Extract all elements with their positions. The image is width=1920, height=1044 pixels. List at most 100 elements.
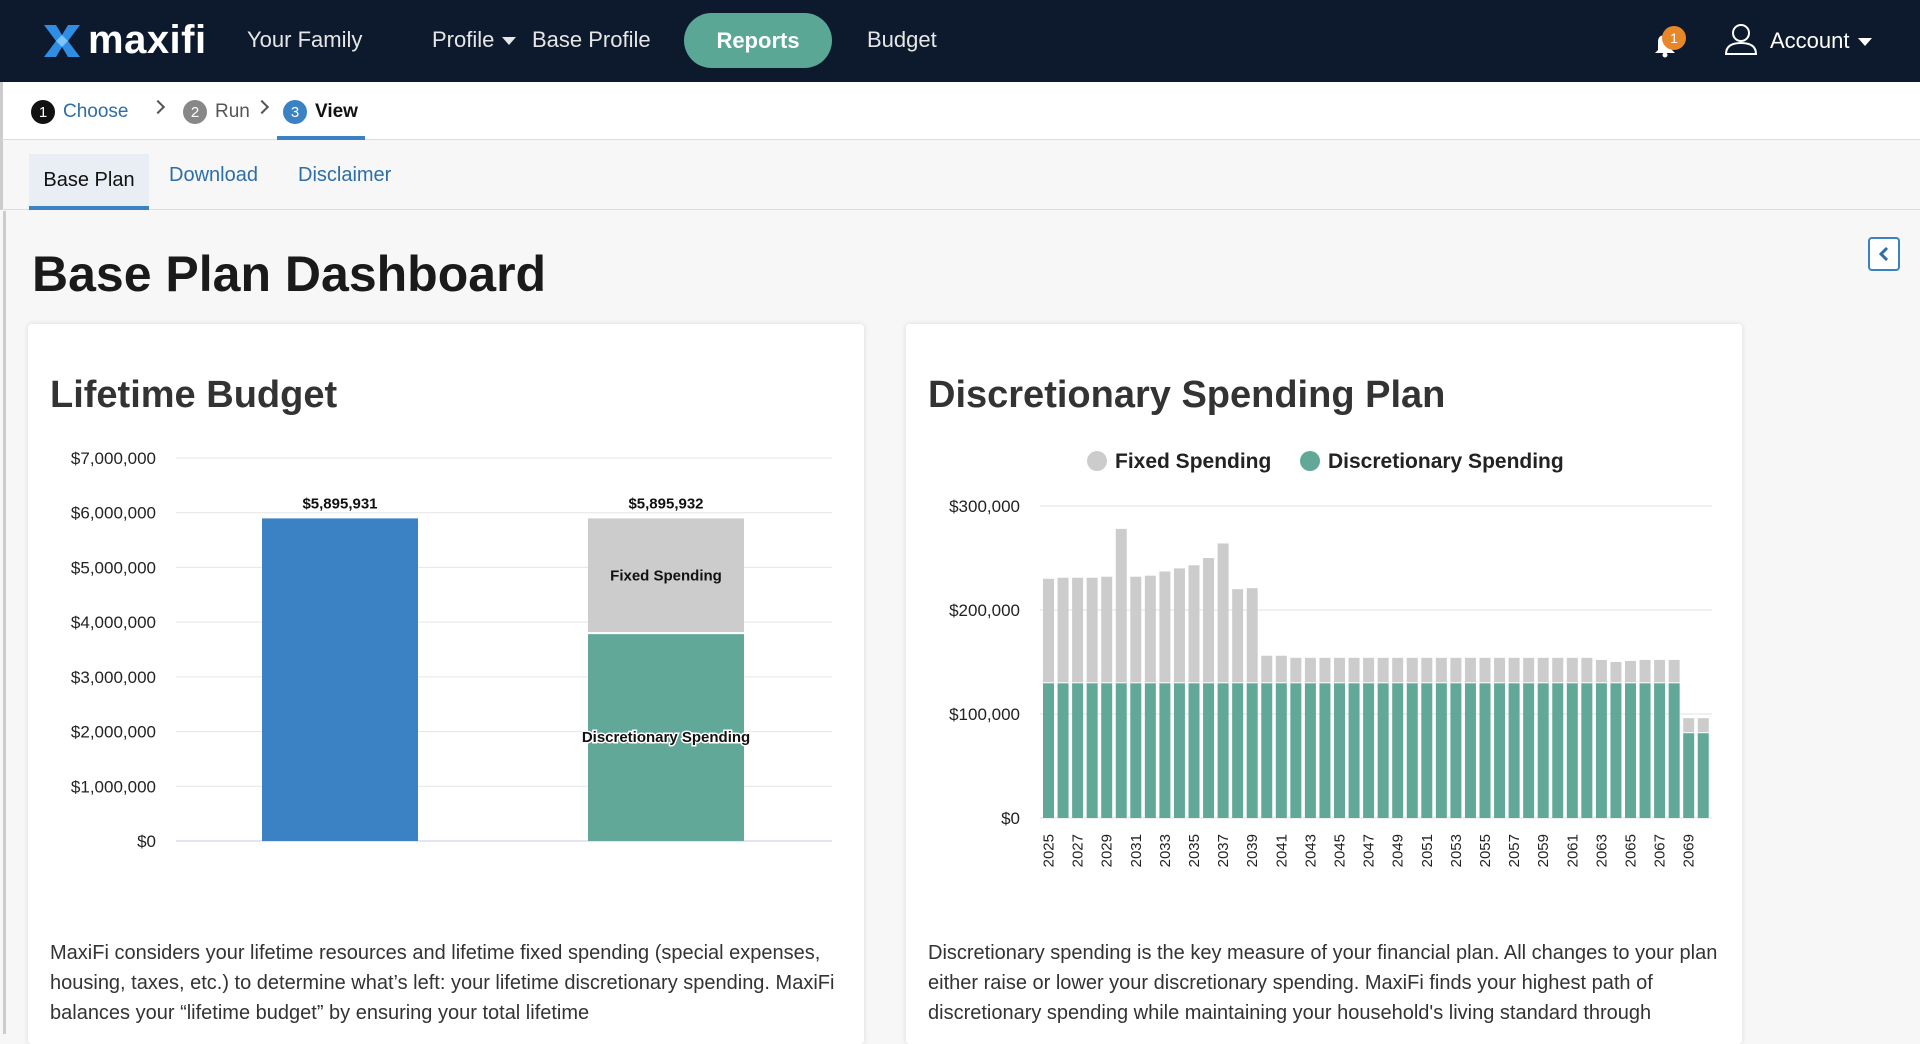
account-label: Account: [1770, 28, 1850, 53]
bar-discretionary-2070: [1697, 732, 1709, 818]
bar-discretionary-2037: [1217, 682, 1229, 818]
bar-discretionary-2058: [1523, 682, 1535, 818]
bar-discretionary-2055: [1479, 682, 1491, 818]
step-number: 1: [31, 100, 55, 124]
step-progress: 1 Choose 2 Run 3 View: [0, 82, 1920, 140]
bar-fixed-2026: [1057, 577, 1069, 683]
bar-discretionary-2034: [1173, 682, 1185, 818]
x-tick-label: 2033: [1157, 834, 1174, 867]
x-tick-label: 2049: [1390, 834, 1407, 867]
legend-label: Discretionary Spending: [1328, 450, 1564, 473]
bar-discretionary-2030: [1115, 682, 1127, 818]
bar-fixed-2069: [1683, 718, 1695, 733]
bar-fixed-2056: [1494, 657, 1506, 683]
bar-discretionary-2025: [1043, 682, 1054, 818]
bar-fixed-2068: [1668, 659, 1680, 683]
dashboard: Base Plan Dashboard Lifetime Budget $0 $1…: [3, 211, 1920, 1044]
discretionary-spending-card: Discretionary Spending Plan Fixed Spendi…: [906, 324, 1742, 1044]
x-tick-label: 2063: [1593, 834, 1610, 867]
step-run[interactable]: 2 Run: [183, 100, 250, 124]
bar-discretionary-2046: [1348, 682, 1360, 818]
account-menu[interactable]: Account: [1770, 28, 1872, 54]
y-tick-label: $7,000,000: [71, 449, 156, 468]
step-number: 2: [183, 100, 207, 124]
step-view[interactable]: 3 View: [283, 100, 358, 124]
bar-discretionary-spending: [588, 633, 744, 841]
bar-fixed-2028: [1086, 577, 1098, 683]
user-icon[interactable]: [1722, 20, 1760, 58]
step-label: Choose: [63, 101, 129, 122]
bar-discretionary-2047: [1363, 682, 1375, 818]
bar-discretionary-2032: [1144, 682, 1156, 818]
x-tick-label: 2035: [1186, 834, 1203, 867]
legend-swatch-discretionary: [1300, 451, 1320, 471]
bar-discretionary-2048: [1377, 682, 1389, 818]
tab-base-plan[interactable]: Base Plan: [29, 154, 149, 210]
bar-fixed-2041: [1275, 655, 1287, 683]
bar-discretionary-2063: [1595, 682, 1607, 818]
bar-discretionary-2059: [1537, 682, 1549, 818]
bar-discretionary-2027: [1072, 682, 1084, 818]
bar-fixed-2067: [1654, 659, 1666, 683]
bar-discretionary-2069: [1683, 732, 1695, 818]
bar-discretionary-2066: [1639, 682, 1651, 818]
nav-budget[interactable]: Budget: [867, 27, 937, 52]
x-tick-label: 2025: [1041, 834, 1058, 867]
bar-discretionary-2039: [1246, 682, 1258, 818]
maxifi-logo[interactable]: maxifi: [42, 18, 207, 63]
legend-swatch-fixed: [1087, 451, 1107, 471]
bar-fixed-2027: [1072, 577, 1084, 683]
x-tick-label: 2027: [1070, 834, 1087, 867]
bar-fixed-2062: [1581, 657, 1593, 683]
x-tick-label: 2067: [1652, 834, 1669, 867]
chevron-down-icon: [1857, 38, 1872, 47]
data-label: $5,895,932: [628, 495, 703, 512]
report-tabs: Base Plan Download Disclaimer: [0, 140, 1920, 210]
segment-label-fixed: Fixed Spending: [610, 568, 722, 585]
bar-discretionary-2036: [1203, 682, 1215, 818]
bar-discretionary-2041: [1275, 682, 1287, 818]
y-tick-label: $2,000,000: [71, 723, 156, 742]
bar-discretionary-2065: [1625, 682, 1636, 818]
bar-fixed-2066: [1639, 659, 1651, 683]
x-tick-label: 2059: [1535, 834, 1552, 867]
x-tick-label: 2039: [1244, 834, 1261, 867]
bar-discretionary-2061: [1566, 682, 1578, 818]
bar-discretionary-2029: [1101, 682, 1113, 818]
y-tick-label: $100,000: [949, 705, 1020, 724]
card-description: Discretionary spending is the key measur…: [928, 942, 1718, 1024]
bar-discretionary-2043: [1304, 682, 1316, 818]
bar-fixed-2060: [1552, 657, 1564, 683]
step-choose[interactable]: 1 Choose: [31, 100, 129, 124]
tab-download[interactable]: Download: [169, 164, 258, 186]
nav-base-profile[interactable]: Base Profile: [532, 27, 651, 52]
nav-profile[interactable]: Profile: [432, 27, 517, 53]
bar-fixed-2044: [1319, 657, 1331, 683]
bar-fixed-2047: [1363, 657, 1375, 683]
bar-lifetime-resources: [262, 518, 418, 841]
bar-fixed-2061: [1566, 657, 1578, 683]
card-title: Lifetime Budget: [50, 374, 338, 416]
bar-discretionary-2051: [1421, 682, 1433, 818]
bar-fixed-2025: [1043, 578, 1054, 683]
x-category-label: Lifetime Resources: [263, 853, 417, 854]
bar-discretionary-2064: [1610, 682, 1622, 818]
bar-fixed-2035: [1188, 565, 1200, 683]
tab-disclaimer[interactable]: Disclaimer: [298, 164, 392, 186]
x-tick-label: 2041: [1273, 834, 1290, 867]
nav-reports[interactable]: Reports: [684, 13, 832, 68]
collapse-panel-button[interactable]: [1868, 237, 1900, 271]
bar-discretionary-2035: [1188, 682, 1200, 818]
y-tick-label: $4,000,000: [71, 613, 156, 632]
bar-fixed-2058: [1523, 657, 1535, 683]
x-tick-label: 2051: [1419, 834, 1436, 867]
nav-your-family[interactable]: Your Family: [247, 27, 363, 52]
x-tick-label: 2055: [1477, 834, 1494, 867]
card-description: MaxiFi considers your lifetime resources…: [50, 942, 835, 1024]
nav-profile-label: Profile: [432, 27, 495, 52]
x-tick-label: 2029: [1099, 834, 1116, 867]
bar-fixed-2057: [1508, 657, 1520, 683]
bar-discretionary-2052: [1435, 682, 1447, 818]
brand-name: maxifi: [88, 18, 207, 62]
x-tick-label: 2057: [1506, 834, 1523, 867]
